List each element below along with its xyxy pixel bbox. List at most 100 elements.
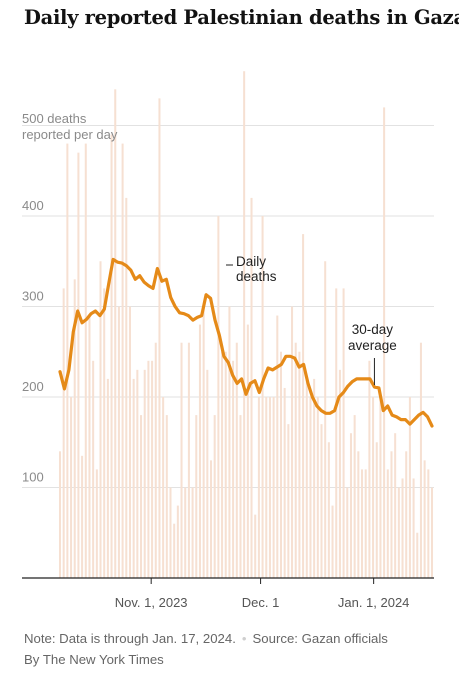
daily-bar	[383, 107, 386, 579]
chart-title: Daily reported Palestinian deaths in Gaz…	[24, 6, 459, 29]
daily-bar	[394, 433, 397, 578]
daily-bar	[412, 478, 415, 578]
daily-bar	[147, 360, 150, 578]
daily-bar	[209, 460, 213, 578]
daily-bar	[92, 360, 95, 578]
daily-bar	[320, 424, 323, 578]
daily-bar	[110, 134, 113, 579]
daily-bar	[405, 451, 408, 578]
daily-bar	[390, 451, 393, 578]
daily-bar	[291, 306, 294, 578]
daily-bar	[294, 342, 297, 578]
daily-bar	[121, 143, 124, 578]
daily-bar	[346, 487, 349, 578]
daily-bar	[254, 514, 257, 578]
daily-bar	[103, 288, 106, 578]
daily-bar	[232, 360, 235, 578]
daily-bar	[302, 234, 305, 578]
chart: 100 200 300 400 500 deaths reported per day…	[22, 71, 434, 610]
daily-bar	[88, 315, 91, 578]
daily-bar	[430, 487, 434, 578]
daily-bar	[169, 487, 172, 578]
average-annotation-line-2: average	[348, 338, 397, 353]
y-tick-label: 200	[22, 379, 44, 394]
daily-bar	[309, 397, 312, 578]
average-line-group	[58, 257, 434, 428]
daily-bar	[158, 98, 161, 578]
daily-bar	[187, 342, 190, 578]
daily-bar	[427, 469, 430, 578]
daily-bar	[58, 451, 62, 578]
daily-bar	[298, 351, 301, 578]
daily-deaths-annotation-line-2: deaths	[236, 269, 277, 284]
daily-bar	[73, 279, 76, 578]
daily-bar	[95, 469, 98, 578]
daily-bar	[364, 469, 367, 578]
average-annotation-line-1: 30-day	[352, 322, 394, 337]
y-tick-labels: 100 200 300 400	[22, 198, 44, 485]
daily-bar	[77, 152, 80, 578]
daily-bar	[143, 369, 146, 578]
daily-bar	[66, 143, 69, 578]
daily-bar	[368, 360, 371, 578]
average-line	[58, 257, 434, 428]
daily-bar	[423, 460, 426, 578]
daily-bar	[84, 143, 87, 578]
daily-bar	[243, 71, 246, 578]
daily-bar	[268, 397, 271, 578]
daily-bar	[128, 306, 131, 578]
daily-bar	[99, 261, 102, 578]
daily-bar	[184, 487, 187, 578]
daily-bar	[151, 360, 154, 578]
daily-bar	[283, 387, 286, 578]
daily-bar	[180, 342, 183, 578]
daily-bar	[70, 397, 73, 578]
y-tick-label: 400	[22, 198, 44, 213]
daily-bar	[246, 324, 249, 578]
daily-bar	[265, 397, 268, 578]
daily-bar	[416, 532, 419, 578]
daily-bar	[213, 415, 216, 578]
y-tick-label: 300	[22, 289, 44, 304]
daily-bar	[305, 378, 308, 578]
annotations: Daily deaths 30-day average	[226, 254, 397, 386]
daily-deaths-annotation-line-1: Daily	[236, 254, 266, 269]
daily-bar	[239, 415, 242, 578]
daily-bar	[338, 369, 341, 578]
separator-dot: •	[241, 631, 247, 646]
daily-bar	[162, 397, 165, 578]
daily-bar	[62, 288, 65, 578]
daily-bar	[125, 197, 128, 578]
daily-bar	[235, 342, 238, 578]
daily-bar	[173, 523, 176, 578]
daily-bar	[335, 288, 338, 578]
daily-bar	[379, 397, 382, 578]
daily-bar	[261, 216, 264, 578]
daily-bar	[228, 306, 231, 578]
daily-bar	[313, 378, 316, 578]
daily-bar	[316, 397, 319, 578]
daily-bar	[324, 261, 327, 578]
daily-bar	[272, 397, 275, 578]
daily-bar	[372, 397, 375, 578]
daily-bar	[349, 433, 352, 578]
daily-bar	[217, 216, 220, 578]
daily-bar	[279, 351, 283, 578]
daily-bar	[361, 469, 364, 578]
daily-bar	[375, 442, 378, 578]
daily-bar	[191, 487, 194, 578]
daily-bar	[198, 324, 201, 578]
daily-bar	[114, 89, 117, 579]
daily-bar	[331, 505, 334, 578]
daily-bar	[165, 415, 168, 578]
daily-bar	[287, 424, 290, 578]
daily-bar	[397, 487, 400, 578]
daily-bar	[136, 369, 139, 578]
daily-bar	[276, 315, 279, 578]
daily-bar	[353, 415, 356, 578]
y-tick-label: 100	[22, 470, 44, 485]
daily-bar	[132, 378, 135, 578]
daily-bar	[206, 369, 209, 578]
daily-bar	[401, 478, 404, 578]
y-axis-label-line-2: reported per day	[22, 127, 118, 142]
